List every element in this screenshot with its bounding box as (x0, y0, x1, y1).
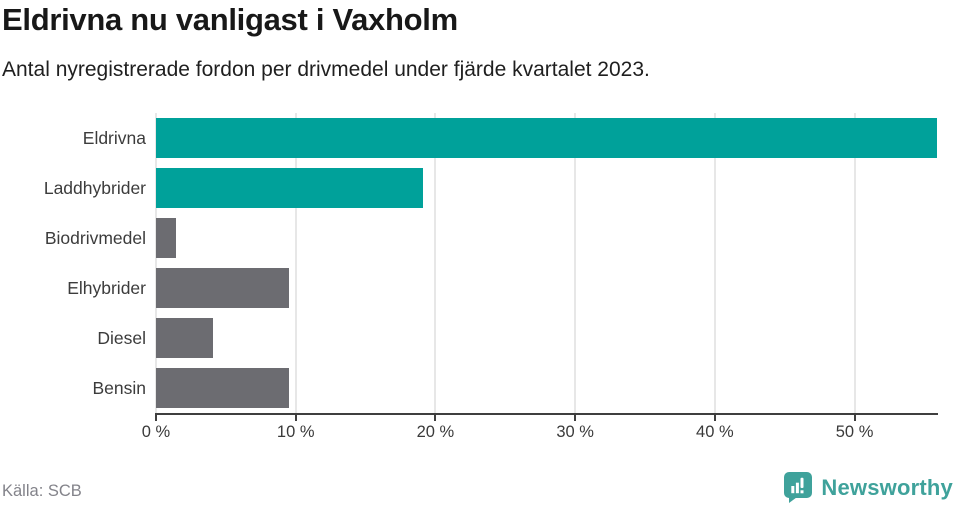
tick-mark-10 (294, 415, 297, 421)
category-label-biodrivmedel: Biodrivmedel (44, 227, 146, 248)
gridline-50 (853, 113, 856, 413)
tick-label-30: 30 % (556, 423, 594, 441)
bar-row-diesel (156, 313, 937, 363)
bar-row-biodrivmedel (156, 213, 937, 263)
bar-eldrivna (156, 118, 937, 158)
tick-mark-20 (434, 415, 437, 421)
category-label-laddhybrider: Laddhybrider (43, 177, 146, 198)
tick-mark-50 (853, 415, 856, 421)
tick-label-50: 50 % (835, 423, 874, 441)
category-label-bensin: Bensin (92, 377, 146, 398)
tick-label-20: 20 % (416, 423, 455, 441)
brand-name: Newsworthy (821, 474, 953, 500)
bar-diesel (156, 318, 214, 358)
x-axis-line (155, 413, 938, 415)
tick-label-10: 10 % (276, 423, 315, 441)
bar-laddhybrider (156, 168, 423, 208)
gridline-0 (155, 113, 157, 413)
bar-row-laddhybrider (156, 163, 937, 213)
bar-row-elhybrider (156, 263, 937, 313)
bar-bensin (156, 368, 289, 408)
gridline-30 (574, 113, 577, 413)
tick-mark-30 (574, 415, 577, 421)
gridline-10 (294, 113, 297, 413)
tick-mark-0 (155, 415, 157, 421)
newsworthy-speech-bubble-barchart-icon (784, 472, 813, 503)
gridline-40 (713, 113, 716, 413)
bars (156, 113, 937, 413)
category-label-diesel: Diesel (97, 327, 146, 348)
gridline-20 (434, 113, 437, 413)
category-labels: Eldrivna Laddhybrider Biodrivmedel Elhybrid… (0, 113, 146, 413)
bar-row-bensin (156, 363, 937, 413)
bar-elhybrider (156, 268, 289, 308)
tick-mark-40 (713, 415, 716, 421)
brand-logo: Newsworthy (784, 472, 953, 503)
x-axis-tick-labels: 0 % 10 % 20 % 30 % 40 % 50 % (142, 421, 937, 445)
tick-label-0: 0 % (141, 423, 171, 441)
category-label-elhybrider: Elhybrider (67, 277, 146, 298)
bar-biodrivmedel (156, 218, 176, 258)
tick-label-40: 40 % (696, 423, 734, 441)
bar-row-eldrivna (156, 113, 937, 163)
source-note: Källa: SCB (2, 482, 82, 500)
plot-area (155, 113, 937, 413)
chart-title: Eldrivna nu vanligast i Vaxholm (2, 2, 458, 37)
chart-subtitle: Antal nyregistrerade fordon per drivmede… (2, 58, 650, 81)
x-axis-ticks (155, 415, 937, 423)
category-label-eldrivna: Eldrivna (82, 127, 146, 148)
